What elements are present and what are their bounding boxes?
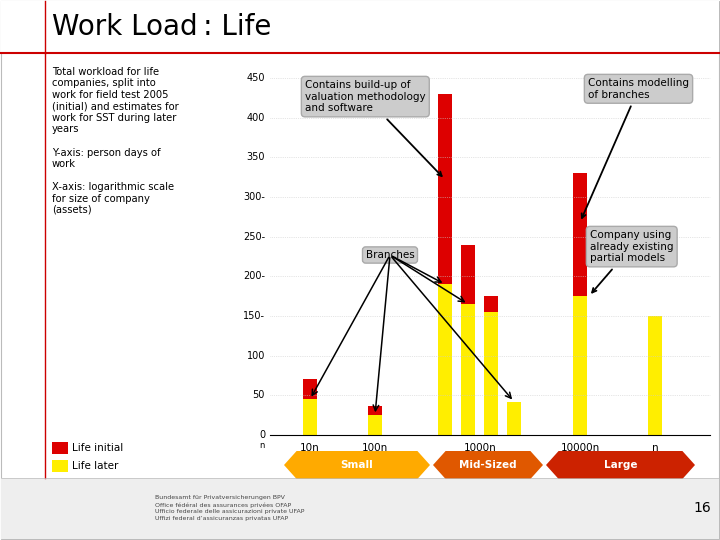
Bar bbox=[368, 415, 382, 435]
Bar bbox=[368, 406, 382, 415]
Text: 450: 450 bbox=[246, 73, 265, 83]
Text: 10000n: 10000n bbox=[560, 443, 600, 453]
Polygon shape bbox=[546, 451, 695, 479]
Text: Mid-Sized: Mid-Sized bbox=[459, 460, 517, 470]
Text: 50: 50 bbox=[253, 390, 265, 400]
Bar bbox=[303, 399, 317, 435]
Text: Work Load : Life: Work Load : Life bbox=[52, 13, 271, 41]
Text: for size of company: for size of company bbox=[52, 193, 150, 204]
Text: Life later: Life later bbox=[72, 461, 118, 471]
Text: Company using
already existing
partial models: Company using already existing partial m… bbox=[590, 230, 673, 293]
Bar bbox=[461, 245, 475, 304]
Text: Contains build-up of
valuation methodology
and software: Contains build-up of valuation methodolo… bbox=[305, 80, 441, 176]
Text: companies, split into: companies, split into bbox=[52, 78, 156, 89]
Text: 250-: 250- bbox=[243, 232, 265, 241]
Bar bbox=[648, 316, 662, 435]
Bar bbox=[507, 402, 521, 435]
Text: 16: 16 bbox=[693, 501, 711, 515]
Text: 300-: 300- bbox=[243, 192, 265, 202]
Text: 350: 350 bbox=[246, 152, 265, 163]
Bar bbox=[438, 284, 452, 435]
Text: X-axis: logarithmic scale: X-axis: logarithmic scale bbox=[52, 182, 174, 192]
Text: Branches: Branches bbox=[366, 250, 415, 260]
Text: work for field test 2005: work for field test 2005 bbox=[52, 90, 168, 100]
Text: 200-: 200- bbox=[243, 271, 265, 281]
Text: 150-: 150- bbox=[243, 311, 265, 321]
Text: Bundesamt für Privatversicherungen BPV
Office fédéral des assurances privées OFA: Bundesamt für Privatversicherungen BPV O… bbox=[155, 495, 305, 521]
Text: 10n: 10n bbox=[300, 443, 320, 453]
Text: (assets): (assets) bbox=[52, 205, 91, 215]
Bar bbox=[461, 304, 475, 435]
Bar bbox=[573, 173, 587, 296]
Text: Y-axis: person days of: Y-axis: person days of bbox=[52, 147, 161, 158]
Text: 1000n: 1000n bbox=[464, 443, 496, 453]
Bar bbox=[1, 478, 719, 539]
Bar bbox=[573, 296, 587, 435]
Text: Life initial: Life initial bbox=[72, 443, 123, 453]
Text: Small: Small bbox=[341, 460, 374, 470]
Bar bbox=[1, 1, 719, 53]
Bar bbox=[52, 442, 68, 454]
Bar bbox=[52, 460, 68, 472]
Bar bbox=[484, 296, 498, 312]
Text: 400: 400 bbox=[247, 113, 265, 123]
Bar bbox=[484, 312, 498, 435]
Text: Large: Large bbox=[604, 460, 637, 470]
Text: work for SST during later: work for SST during later bbox=[52, 113, 176, 123]
Bar bbox=[303, 380, 317, 399]
Text: work: work bbox=[52, 159, 76, 169]
Text: Total workload for life: Total workload for life bbox=[52, 67, 159, 77]
Polygon shape bbox=[433, 451, 543, 479]
Text: years: years bbox=[52, 125, 79, 134]
Text: 0: 0 bbox=[259, 430, 265, 440]
Text: n: n bbox=[652, 443, 658, 453]
Text: 100: 100 bbox=[247, 350, 265, 361]
Bar bbox=[438, 94, 452, 284]
Polygon shape bbox=[284, 451, 430, 479]
Text: 100n: 100n bbox=[362, 443, 388, 453]
Text: n: n bbox=[260, 441, 265, 450]
Text: Contains modelling
of branches: Contains modelling of branches bbox=[582, 78, 689, 218]
Text: (initial) and estimates for: (initial) and estimates for bbox=[52, 102, 179, 111]
